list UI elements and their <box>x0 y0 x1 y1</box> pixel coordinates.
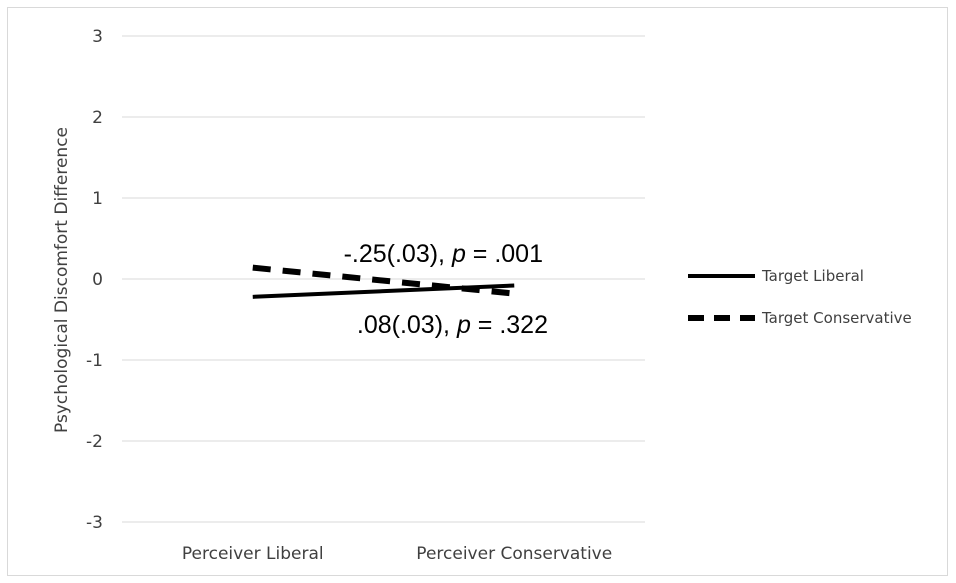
y-tick-label: 1 <box>92 189 103 209</box>
legend-label-target-liberal: Target Liberal <box>761 267 864 285</box>
x-category-labels: Perceiver Liberal Perceiver Conservative <box>182 544 612 564</box>
y-tick-label: -1 <box>86 351 103 371</box>
annotation-conservative-slope: -.25(.03), p = .001 <box>344 240 543 268</box>
legend-label-target-conservative: Target Conservative <box>761 309 912 327</box>
y-tick-label: -2 <box>86 432 103 452</box>
series-lines <box>252 264 515 299</box>
gridlines <box>122 35 645 523</box>
legend: Target Liberal Target Conservative <box>688 267 912 327</box>
y-tick-label: -3 <box>86 513 103 533</box>
y-tick-labels: 3 2 1 0 -1 -2 -3 <box>86 27 103 533</box>
y-tick-label: 3 <box>92 27 103 47</box>
y-tick-label: 0 <box>92 270 103 290</box>
x-category-label: Perceiver Conservative <box>416 544 612 564</box>
y-axis-title: Psychological Discomfort Difference <box>52 127 72 433</box>
y-tick-label: 2 <box>92 108 103 128</box>
annotation-liberal-slope: .08(.03), p = .322 <box>357 311 548 339</box>
series-line-target-conservative <box>252 264 515 297</box>
x-category-label: Perceiver Liberal <box>182 544 324 564</box>
